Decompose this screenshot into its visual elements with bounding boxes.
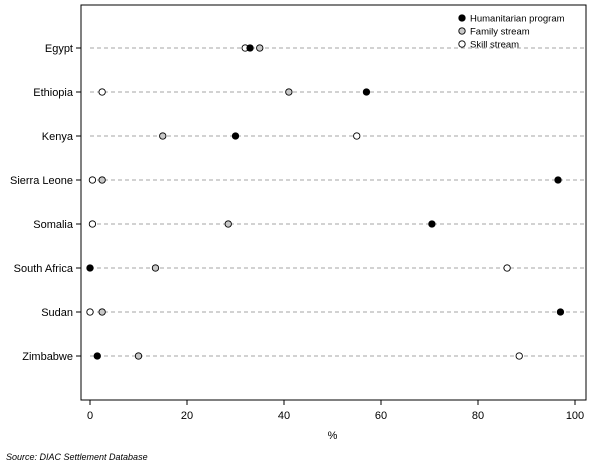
data-point-family-stream	[159, 132, 167, 140]
data-point-humanitarian-program	[556, 308, 565, 316]
legend-label: Humanitarian program	[470, 14, 565, 25]
data-point-family-stream	[285, 88, 293, 96]
data-point-humanitarian-program	[246, 44, 254, 52]
x-tick-label: 80	[472, 410, 484, 422]
data-point-humanitarian-program	[554, 176, 562, 184]
data-point-humanitarian-program	[86, 264, 94, 272]
category-label: Zimbabwe	[22, 351, 73, 363]
category-label: Kenya	[42, 131, 74, 143]
data-point-humanitarian-program	[93, 352, 101, 360]
legend-marker	[458, 27, 466, 35]
data-point-humanitarian-program	[231, 132, 240, 140]
data-point-family-stream	[134, 352, 143, 360]
data-point-family-stream	[256, 44, 264, 52]
legend-marker	[458, 14, 466, 22]
category-label: Egypt	[45, 43, 73, 55]
x-tick-label: 0	[87, 410, 93, 422]
data-point-skill-stream	[88, 176, 97, 184]
x-tick-label: 40	[278, 410, 290, 422]
category-label: Ethiopia	[33, 87, 74, 99]
category-label: South Africa	[14, 263, 74, 275]
source-note: Source: DIAC Settlement Database	[6, 452, 148, 462]
data-point-skill-stream	[503, 264, 511, 272]
data-point-skill-stream	[353, 132, 361, 140]
x-tick-label: 100	[566, 410, 584, 422]
data-point-humanitarian-program	[428, 220, 436, 228]
plot-frame	[80, 4, 587, 401]
x-tick-label: 60	[375, 410, 387, 422]
legend-label: Family stream	[470, 27, 530, 38]
category-label: Sudan	[41, 307, 73, 319]
data-point-family-stream	[98, 176, 106, 184]
x-tick-label: 20	[181, 410, 193, 422]
data-point-family-stream	[224, 220, 232, 228]
data-point-skill-stream	[98, 88, 106, 96]
category-label: Somalia	[33, 219, 74, 231]
data-point-humanitarian-program	[362, 88, 371, 96]
data-point-skill-stream	[88, 220, 97, 228]
legend-label: Skill stream	[470, 40, 519, 51]
x-axis-title: %	[328, 430, 338, 442]
data-point-family-stream	[151, 264, 160, 272]
data-point-skill-stream	[86, 308, 94, 316]
data-point-skill-stream	[515, 352, 523, 360]
data-point-family-stream	[98, 308, 106, 316]
legend-marker	[458, 40, 466, 48]
category-label: Sierra Leone	[10, 175, 73, 187]
